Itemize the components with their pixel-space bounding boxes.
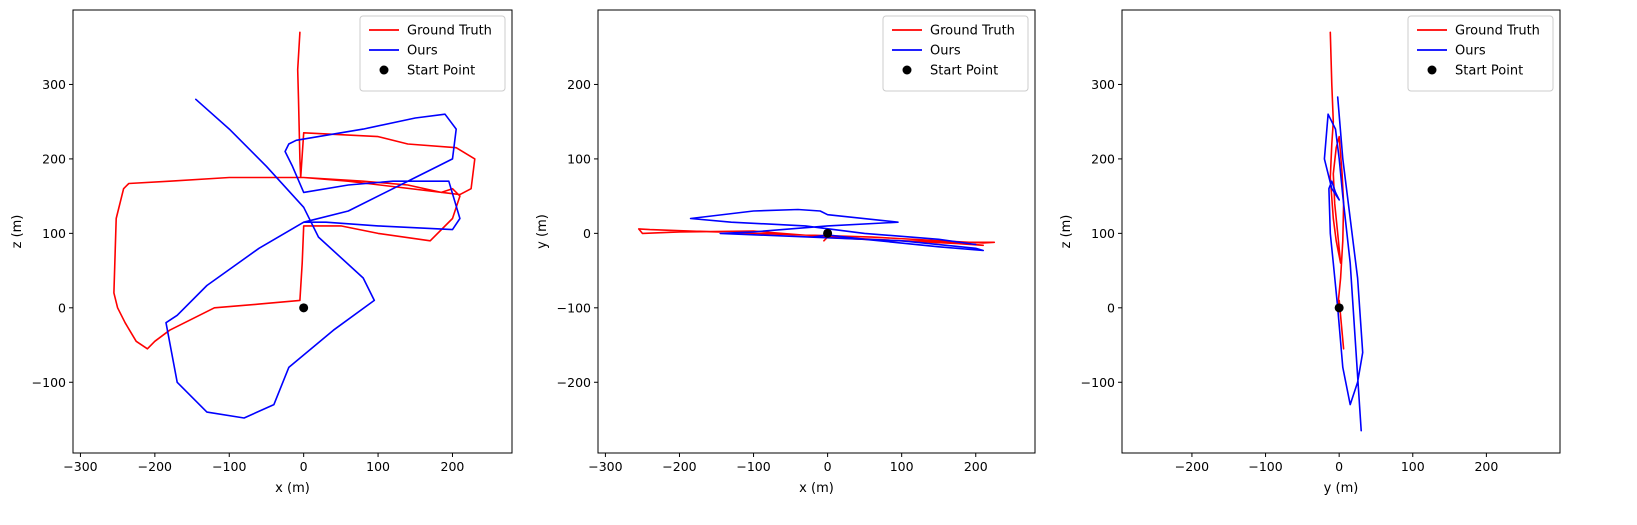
x-tick-label: −100 bbox=[1248, 459, 1282, 474]
y-tick-label: 300 bbox=[1091, 77, 1115, 92]
legend-label-start-point: Start Point bbox=[1455, 64, 1523, 79]
series-line-ours bbox=[165, 98, 461, 419]
series-line-ours bbox=[1323, 96, 1364, 432]
x-axis-label: x (m) bbox=[799, 481, 834, 496]
legend: Ground Truth Ours Start Point bbox=[359, 15, 506, 92]
x-tick-label: 200 bbox=[1474, 459, 1498, 474]
axes-frame bbox=[72, 9, 513, 454]
start-point-marker bbox=[1334, 303, 1344, 313]
legend-label-ours: Ours bbox=[930, 44, 961, 59]
x-tick-label: 0 bbox=[1335, 459, 1343, 474]
chart-panel-3: −200 −100 0 100 200 −100 0 100 200 300 y (m) z (m) G… bbox=[1059, 9, 1561, 496]
start-point-marker bbox=[299, 303, 309, 313]
axes-frame bbox=[1121, 9, 1561, 454]
y-tick-label: 0 bbox=[583, 226, 591, 241]
y-tick-label: 100 bbox=[567, 151, 591, 166]
x-tick-label: 0 bbox=[824, 459, 832, 474]
x-tick-label: −100 bbox=[212, 459, 246, 474]
chart-panel-1: −300 −200 −100 0 100 200 −100 0 100 200 300 x (m) z … bbox=[10, 9, 513, 496]
series-line-ground-truth bbox=[637, 228, 996, 247]
x-tick-label: 100 bbox=[1401, 459, 1425, 474]
x-tick-label: −200 bbox=[138, 459, 172, 474]
y-tick-label: −100 bbox=[1081, 375, 1115, 390]
legend: Ground Truth Ours Start Point bbox=[1407, 15, 1554, 92]
legend-box bbox=[1407, 15, 1554, 92]
axes-frame bbox=[597, 9, 1036, 454]
x-tick-label: −300 bbox=[63, 459, 97, 474]
x-tick-label: −300 bbox=[588, 459, 622, 474]
y-axis-label: z (m) bbox=[1059, 215, 1074, 249]
y-tick-label: −100 bbox=[32, 375, 66, 390]
x-axis-label: x (m) bbox=[275, 481, 310, 496]
series-line-ground-truth bbox=[113, 31, 476, 350]
y-tick-label: 0 bbox=[58, 300, 66, 315]
x-tick-label: −200 bbox=[1175, 459, 1209, 474]
series-line-ours bbox=[689, 208, 985, 252]
legend-box bbox=[882, 15, 1029, 92]
y-tick-label: −200 bbox=[557, 375, 591, 390]
legend-label-start-point: Start Point bbox=[407, 64, 475, 79]
y-axis-label: y (m) bbox=[535, 214, 550, 249]
y-tick-label: 0 bbox=[1107, 300, 1115, 315]
chart-panel-2: −300 −200 −100 0 100 200 −200 −100 0 100 200 x (m) y… bbox=[535, 9, 1036, 496]
legend-label-ground-truth: Ground Truth bbox=[1455, 24, 1540, 39]
y-tick-label: 100 bbox=[42, 226, 66, 241]
legend-label-ours: Ours bbox=[407, 44, 438, 59]
legend-label-ground-truth: Ground Truth bbox=[407, 24, 492, 39]
y-tick-label: 200 bbox=[1091, 151, 1115, 166]
x-tick-label: 0 bbox=[300, 459, 308, 474]
x-tick-label: 200 bbox=[964, 459, 988, 474]
y-tick-label: 200 bbox=[42, 151, 66, 166]
x-tick-label: 100 bbox=[890, 459, 914, 474]
legend-label-ours: Ours bbox=[1455, 44, 1486, 59]
start-point-marker bbox=[823, 228, 833, 238]
x-axis-label: y (m) bbox=[1324, 481, 1359, 496]
x-tick-label: 200 bbox=[441, 459, 465, 474]
y-tick-label: 300 bbox=[42, 77, 66, 92]
y-axis-label: z (m) bbox=[10, 215, 25, 249]
y-tick-label: 200 bbox=[567, 77, 591, 92]
legend-marker-start-point bbox=[902, 65, 912, 75]
legend-box bbox=[359, 15, 506, 92]
y-tick-label: −100 bbox=[557, 300, 591, 315]
x-tick-label: 100 bbox=[366, 459, 390, 474]
legend-marker-start-point bbox=[1427, 65, 1437, 75]
legend-label-ground-truth: Ground Truth bbox=[930, 24, 1015, 39]
legend-label-start-point: Start Point bbox=[930, 64, 998, 79]
x-tick-label: −200 bbox=[662, 459, 696, 474]
legend: Ground Truth Ours Start Point bbox=[882, 15, 1029, 92]
legend-marker-start-point bbox=[379, 65, 389, 75]
x-tick-label: −100 bbox=[736, 459, 770, 474]
y-tick-label: 100 bbox=[1091, 226, 1115, 241]
